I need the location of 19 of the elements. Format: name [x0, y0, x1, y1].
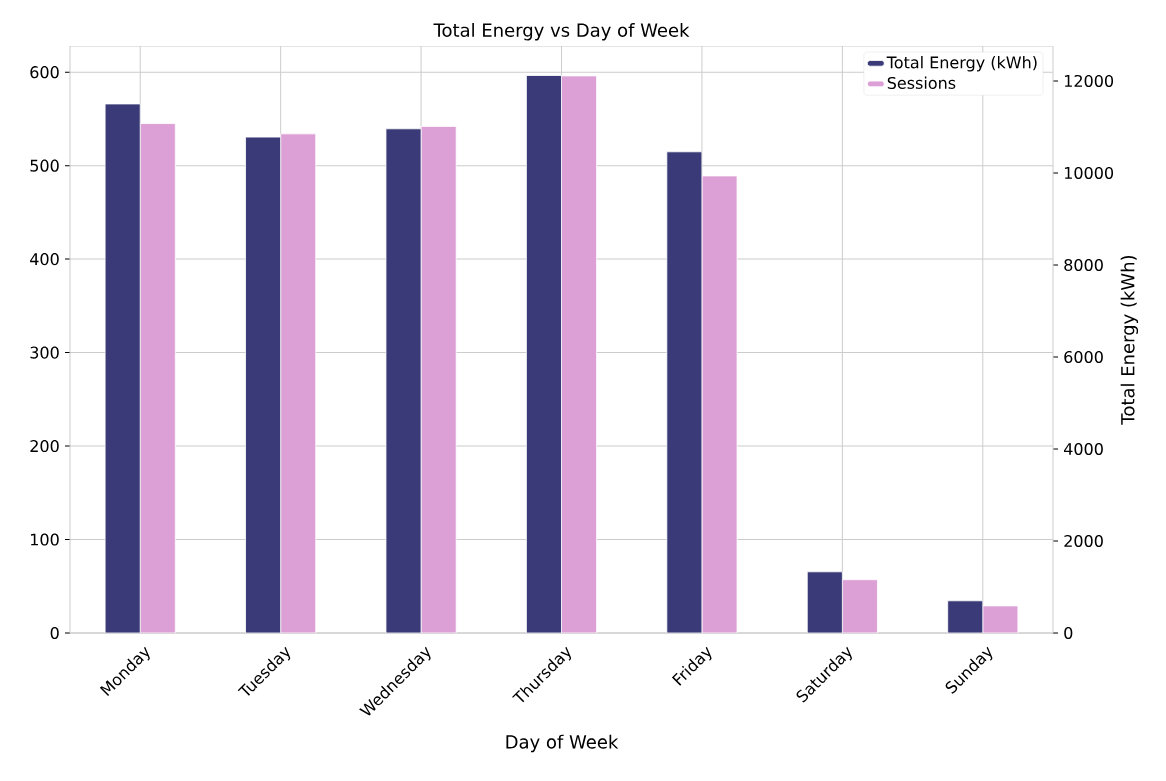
legend-label: Sessions — [887, 76, 956, 89]
y2-tick-label: 8000 — [1064, 258, 1103, 272]
legend-label: Total Energy (kWh) — [886, 56, 1037, 72]
y2-tick-label: 12000 — [1064, 74, 1114, 87]
x-axis-title: Day of Week — [506, 734, 619, 753]
y-tick-label: 0 — [50, 626, 59, 640]
y2-tick-label: 6000 — [1064, 350, 1103, 364]
y2-axis-title: Total Energy (kWh) — [1120, 255, 1139, 425]
y-tick-label: 500 — [30, 159, 59, 172]
y-tick-label: 100 — [31, 533, 59, 546]
y2-tick-label: 2000 — [1064, 534, 1103, 548]
y2-tick-label: 0 — [1064, 626, 1073, 640]
y2-tick-label: 10000 — [1064, 166, 1114, 179]
y-tick-label: 300 — [30, 346, 59, 359]
y-tick-label: 200 — [30, 440, 59, 453]
y2-tick-label: 4000 — [1064, 442, 1103, 456]
y-tick-label: 600 — [30, 66, 59, 79]
chart-title: Total Energy vs Day of Week — [433, 23, 690, 41]
y-tick-label: 400 — [30, 253, 59, 266]
